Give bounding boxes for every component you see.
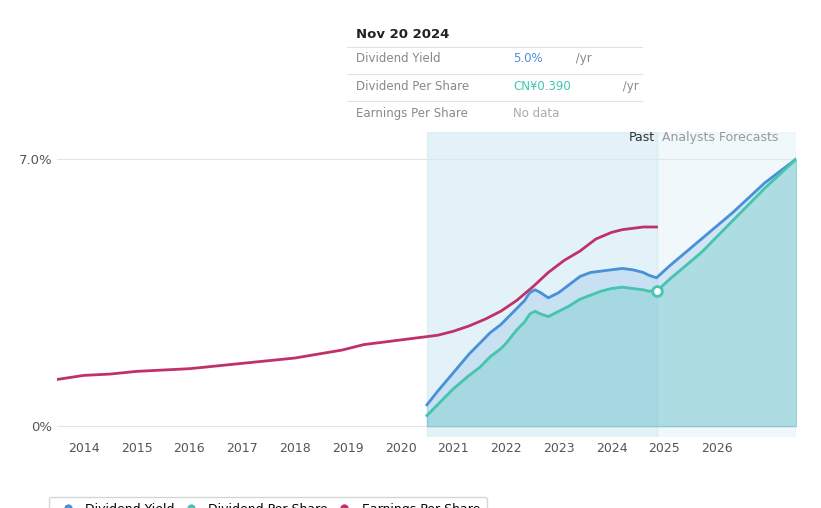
Text: Dividend Yield: Dividend Yield — [356, 52, 441, 65]
Text: CN¥0.390: CN¥0.390 — [513, 80, 571, 93]
Text: /yr: /yr — [572, 52, 592, 65]
Text: 5.0%: 5.0% — [513, 52, 543, 65]
Text: /yr: /yr — [619, 80, 639, 93]
Text: Earnings Per Share: Earnings Per Share — [356, 107, 468, 120]
Legend: Dividend Yield, Dividend Per Share, Earnings Per Share: Dividend Yield, Dividend Per Share, Earn… — [49, 497, 487, 508]
Text: Analysts Forecasts: Analysts Forecasts — [662, 131, 778, 144]
Text: Past: Past — [629, 131, 655, 144]
Text: No data: No data — [513, 107, 559, 120]
Bar — [657, 132, 796, 437]
Text: Nov 20 2024: Nov 20 2024 — [356, 27, 449, 41]
Text: Dividend Per Share: Dividend Per Share — [356, 80, 470, 93]
Bar — [427, 132, 657, 437]
